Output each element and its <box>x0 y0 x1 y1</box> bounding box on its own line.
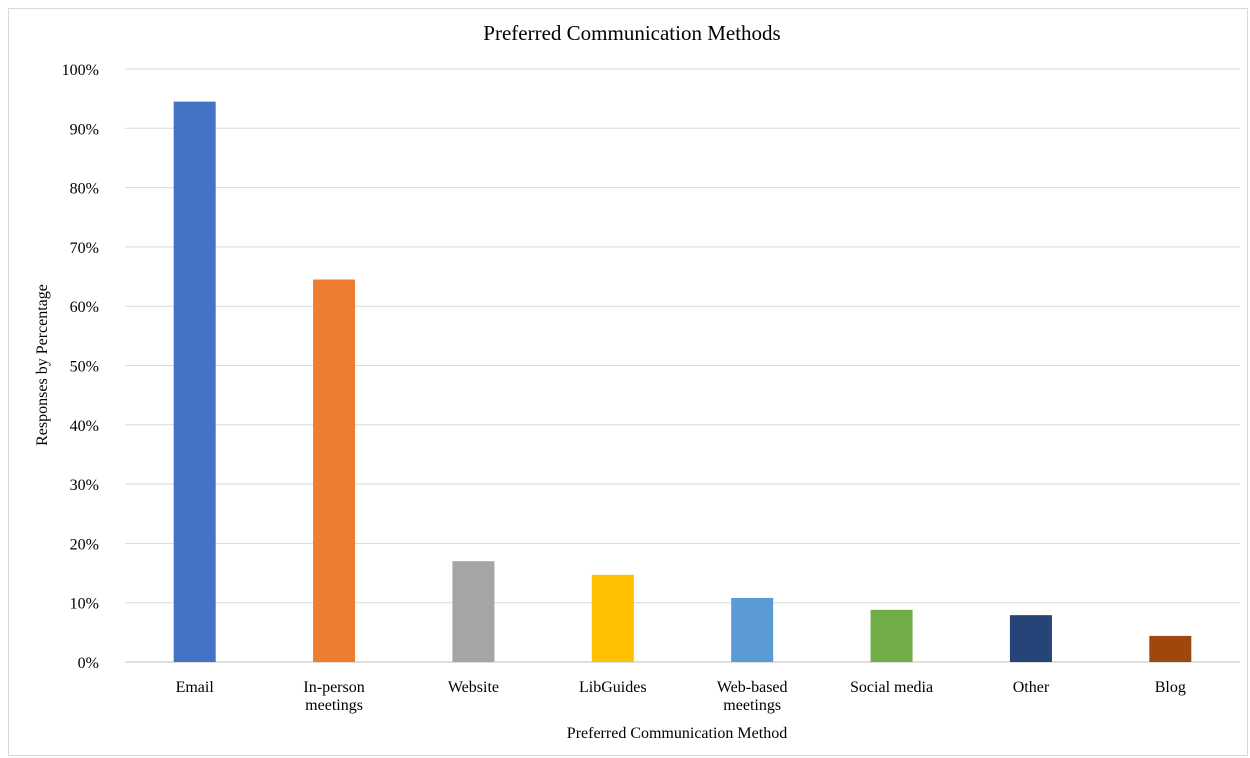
x-category-label: Social media <box>850 679 933 696</box>
x-category-label: Web-based meetings <box>717 679 788 714</box>
y-axis-title: Responses by Percentage <box>34 284 51 446</box>
bar <box>591 574 634 662</box>
x-category-label: Other <box>1013 679 1050 696</box>
bar <box>1149 635 1192 662</box>
y-tick-label: 30% <box>70 477 99 494</box>
x-category-label: Email <box>176 679 215 696</box>
y-tick-label: 90% <box>70 121 99 138</box>
y-tick-label: 70% <box>70 240 99 257</box>
bar <box>1009 615 1052 662</box>
y-tick-label: 10% <box>70 596 99 613</box>
chart-title: Preferred Communication Methods <box>483 21 780 45</box>
x-category-labels: Email In-person meetings Website LibGuides We… <box>176 679 1186 714</box>
x-category-label: In-person meetings <box>303 679 364 714</box>
gridlines <box>125 68 1240 663</box>
y-tick-label: 80% <box>70 181 99 198</box>
bar <box>452 561 495 662</box>
x-category-label: Website <box>448 679 499 696</box>
x-category-label: Blog <box>1155 679 1186 696</box>
y-tick-label: 40% <box>70 418 99 435</box>
x-axis-title: Preferred Communication Method <box>567 725 787 742</box>
bar <box>731 597 774 662</box>
y-tick-label: 60% <box>70 299 99 316</box>
bar <box>173 101 216 663</box>
bar <box>313 279 356 662</box>
bars <box>173 101 1192 663</box>
y-tick-label: 0% <box>78 655 99 672</box>
y-tick-labels: 0% 10% 20% 30% 40% 50% 60% 70% 80% 90% 100% <box>62 62 99 672</box>
y-tick-label: 50% <box>70 359 99 376</box>
y-tick-label: 20% <box>70 536 99 553</box>
x-category-label: LibGuides <box>579 679 647 696</box>
y-tick-label: 100% <box>62 62 99 79</box>
bar <box>870 609 913 662</box>
